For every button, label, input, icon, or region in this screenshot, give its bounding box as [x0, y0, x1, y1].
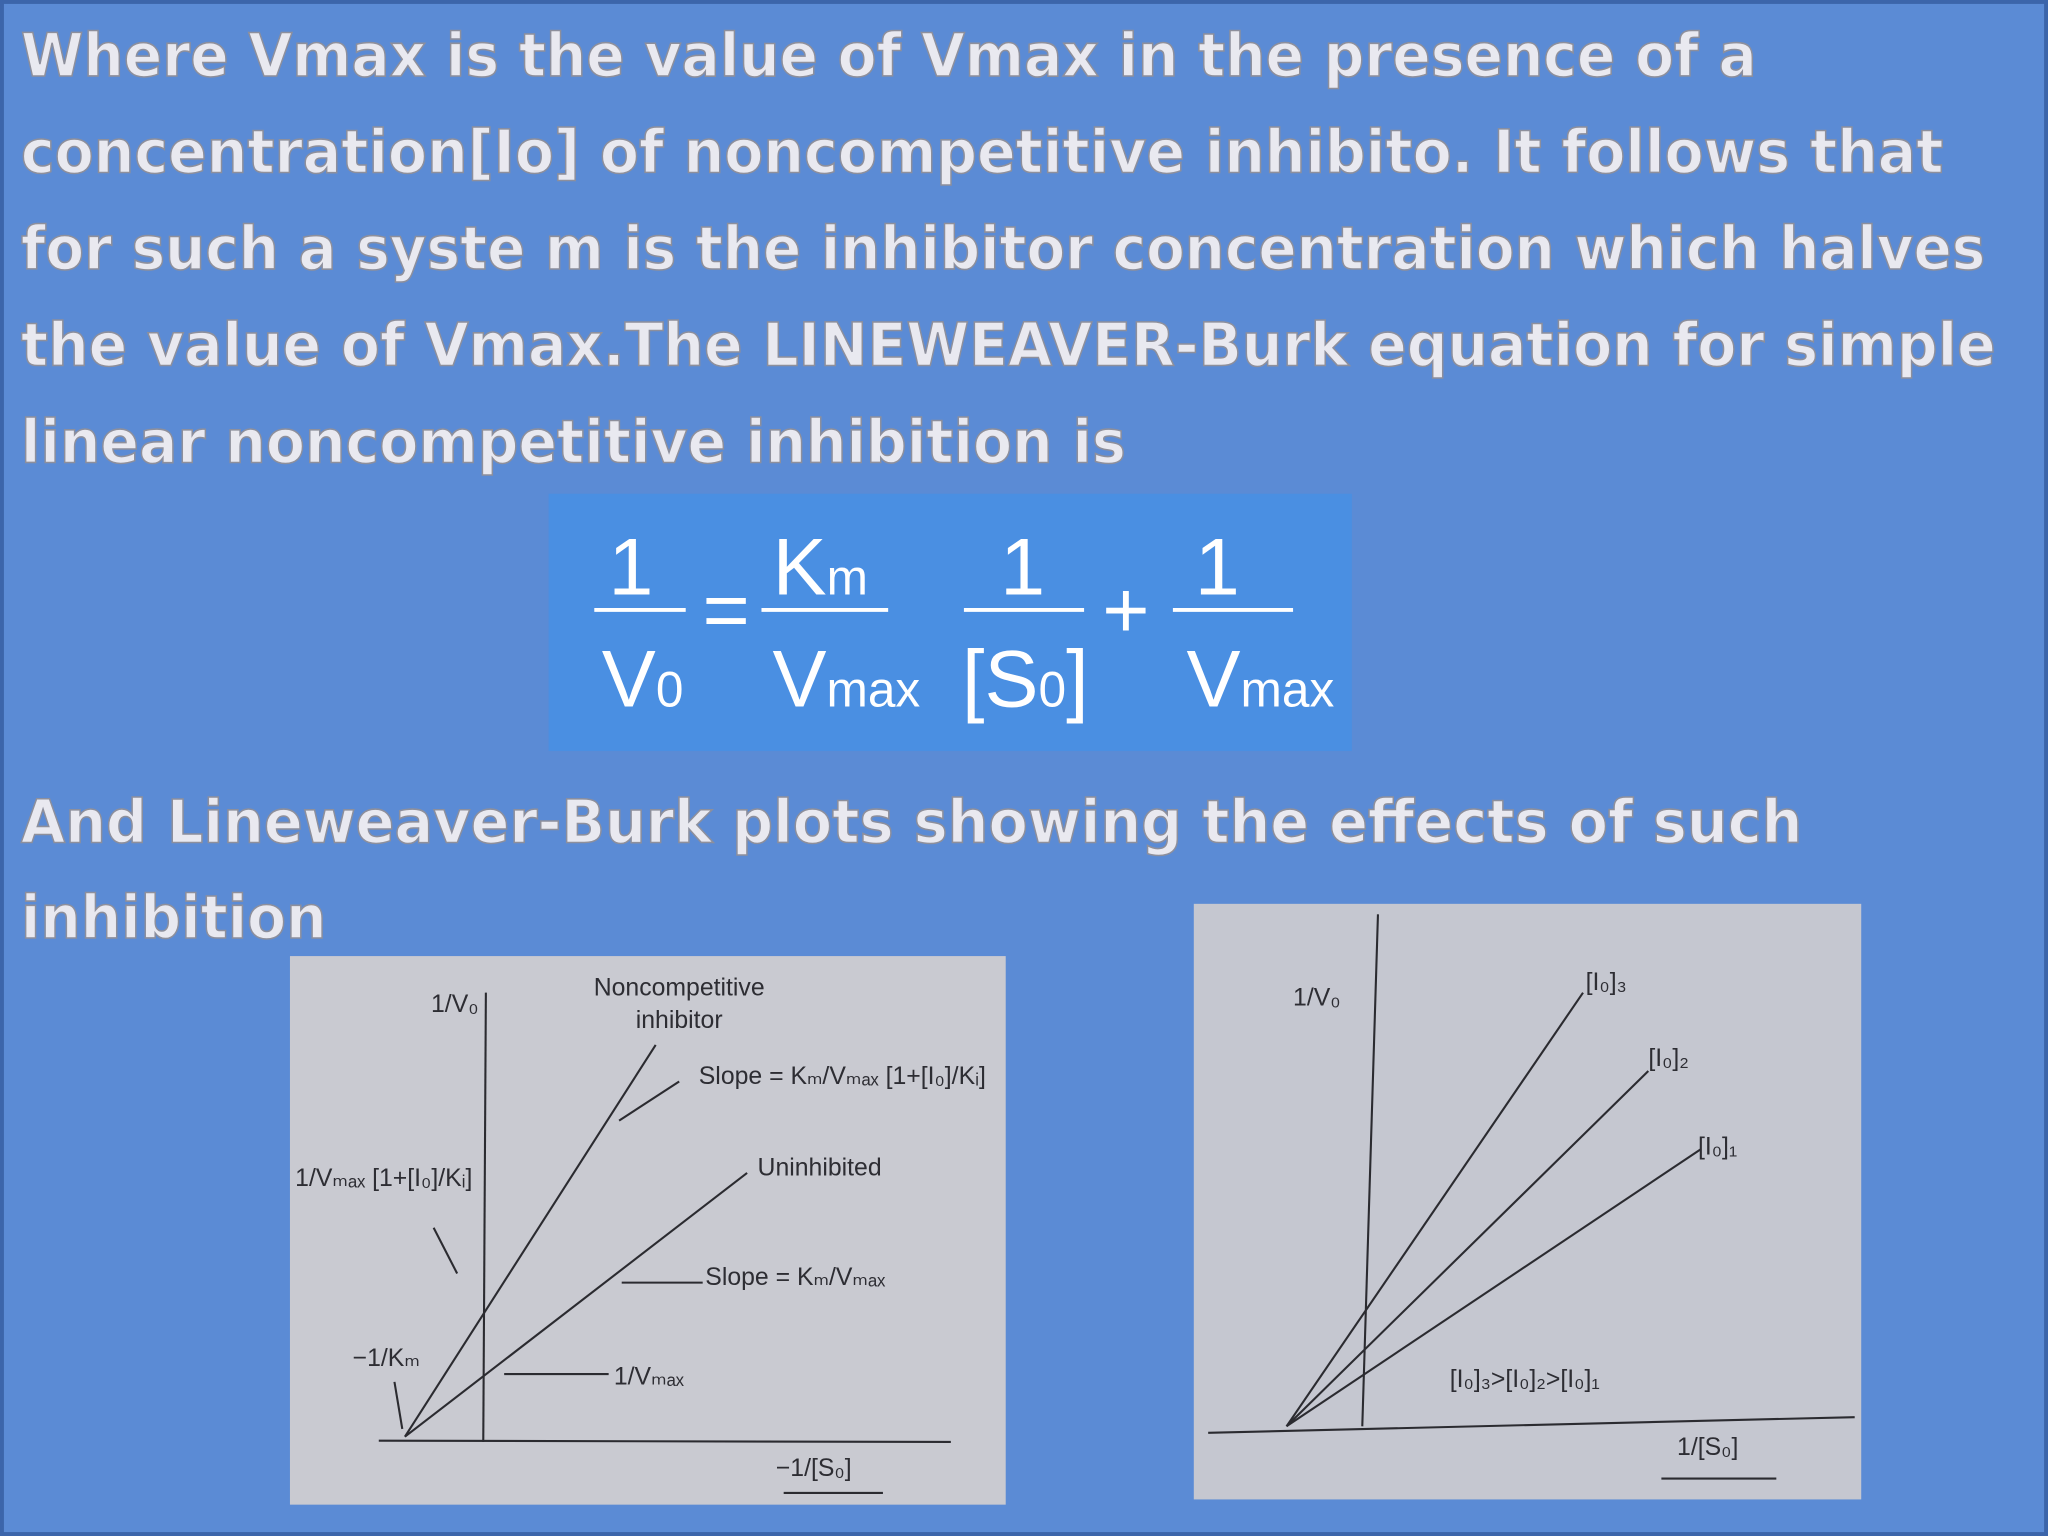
arrow [432, 1227, 459, 1274]
numerator: 1 [1195, 522, 1240, 612]
axis [378, 1439, 951, 1444]
plus: + [1102, 565, 1149, 655]
axis-label: −1/[S₀] [776, 1455, 852, 1482]
base: V [602, 635, 656, 725]
plot-line [1285, 992, 1584, 1427]
label: −1/Kₘ [353, 1345, 420, 1372]
plot-line [404, 1044, 657, 1438]
text-line: for such a syste m is the inhibitor conc… [21, 214, 1985, 284]
label: [I₀]₃>[I₀]₂>[I₀]₁ [1450, 1366, 1600, 1393]
axis [1361, 914, 1380, 1427]
equation: 1 V0 = Km Vmax 1 [S0] + 1 Vmax [548, 493, 1352, 752]
bracket: ] [1066, 635, 1089, 725]
text-line: Where Vmax is the value of Vmax in the p… [21, 21, 1757, 91]
base: V [1187, 635, 1241, 725]
denominator: Vmax [1187, 635, 1335, 725]
equation-box [548, 493, 1352, 752]
plot-line [404, 1172, 748, 1438]
label: Uninhibited [758, 1155, 882, 1182]
plot-line [1285, 1070, 1650, 1428]
denominator: Vmax [772, 635, 920, 725]
paragraph: And Lineweaver-Burk plots showing the ef… [20, 787, 1803, 954]
figure-background [289, 956, 1006, 1505]
equals: = [703, 565, 750, 655]
base: K [773, 522, 827, 612]
label: Slope = Kₘ/Vₘₐₓ [1+[I₀]/Kᵢ] [699, 1063, 986, 1090]
text-line: linear noncompetitive inhibition is [21, 407, 1126, 477]
text-line: inhibition [21, 883, 327, 953]
bracket: [S [962, 635, 1039, 725]
figure-right: 1/V₀ [I₀]₃ [I₀]₂ [I₀]₁ [I₀]₃>[I₀]₂>[I₀]₁… [1193, 903, 1862, 1500]
paragraph: Where Vmax is the value of Vmax in the p… [20, 20, 1996, 478]
denominator: [S0] [962, 635, 1089, 725]
axis-label: 1/[S₀] [1677, 1434, 1738, 1461]
subscript: max [827, 662, 921, 718]
subscript: 0 [1039, 662, 1067, 718]
label: inhibitor [636, 1007, 723, 1034]
numerator: Km [773, 522, 868, 612]
subscript: 0 [656, 662, 684, 718]
denominator: V0 [602, 635, 684, 725]
arrow [393, 1381, 404, 1430]
label: Noncompetitive [594, 974, 765, 1001]
subscript: m [827, 549, 868, 605]
plot-line [1285, 1148, 1702, 1428]
label: [I₀]₂ [1648, 1045, 1689, 1072]
numerator: 1 [1000, 522, 1045, 612]
label: Slope = Kₘ/Vₘₐₓ [705, 1264, 886, 1291]
label: [I₀]₁ [1698, 1134, 1737, 1161]
text-line: concentration[Io] of noncompetitive inhi… [21, 117, 1944, 187]
axis-label: 1/V₀ [431, 991, 479, 1018]
text-line: And Lineweaver-Burk plots showing the ef… [21, 787, 1803, 857]
label: [I₀]₃ [1586, 969, 1627, 996]
axis [1208, 1416, 1855, 1434]
figure-left: 1/V₀ Noncompetitive inhibitor Slope = Kₘ… [289, 956, 1006, 1505]
label: 1/Vₘₐₓ [614, 1363, 685, 1390]
axis [482, 992, 487, 1442]
base: V [772, 635, 826, 725]
numerator: 1 [608, 522, 653, 612]
axis-label: 1/V₀ [1293, 985, 1341, 1012]
label: 1/Vₘₐₓ [1+[I₀]/Kᵢ] [295, 1165, 472, 1192]
subscript: max [1241, 662, 1335, 718]
text-line: the value of Vmax.The LINEWEAVER-Burk eq… [21, 311, 1996, 381]
arrow [618, 1080, 680, 1122]
